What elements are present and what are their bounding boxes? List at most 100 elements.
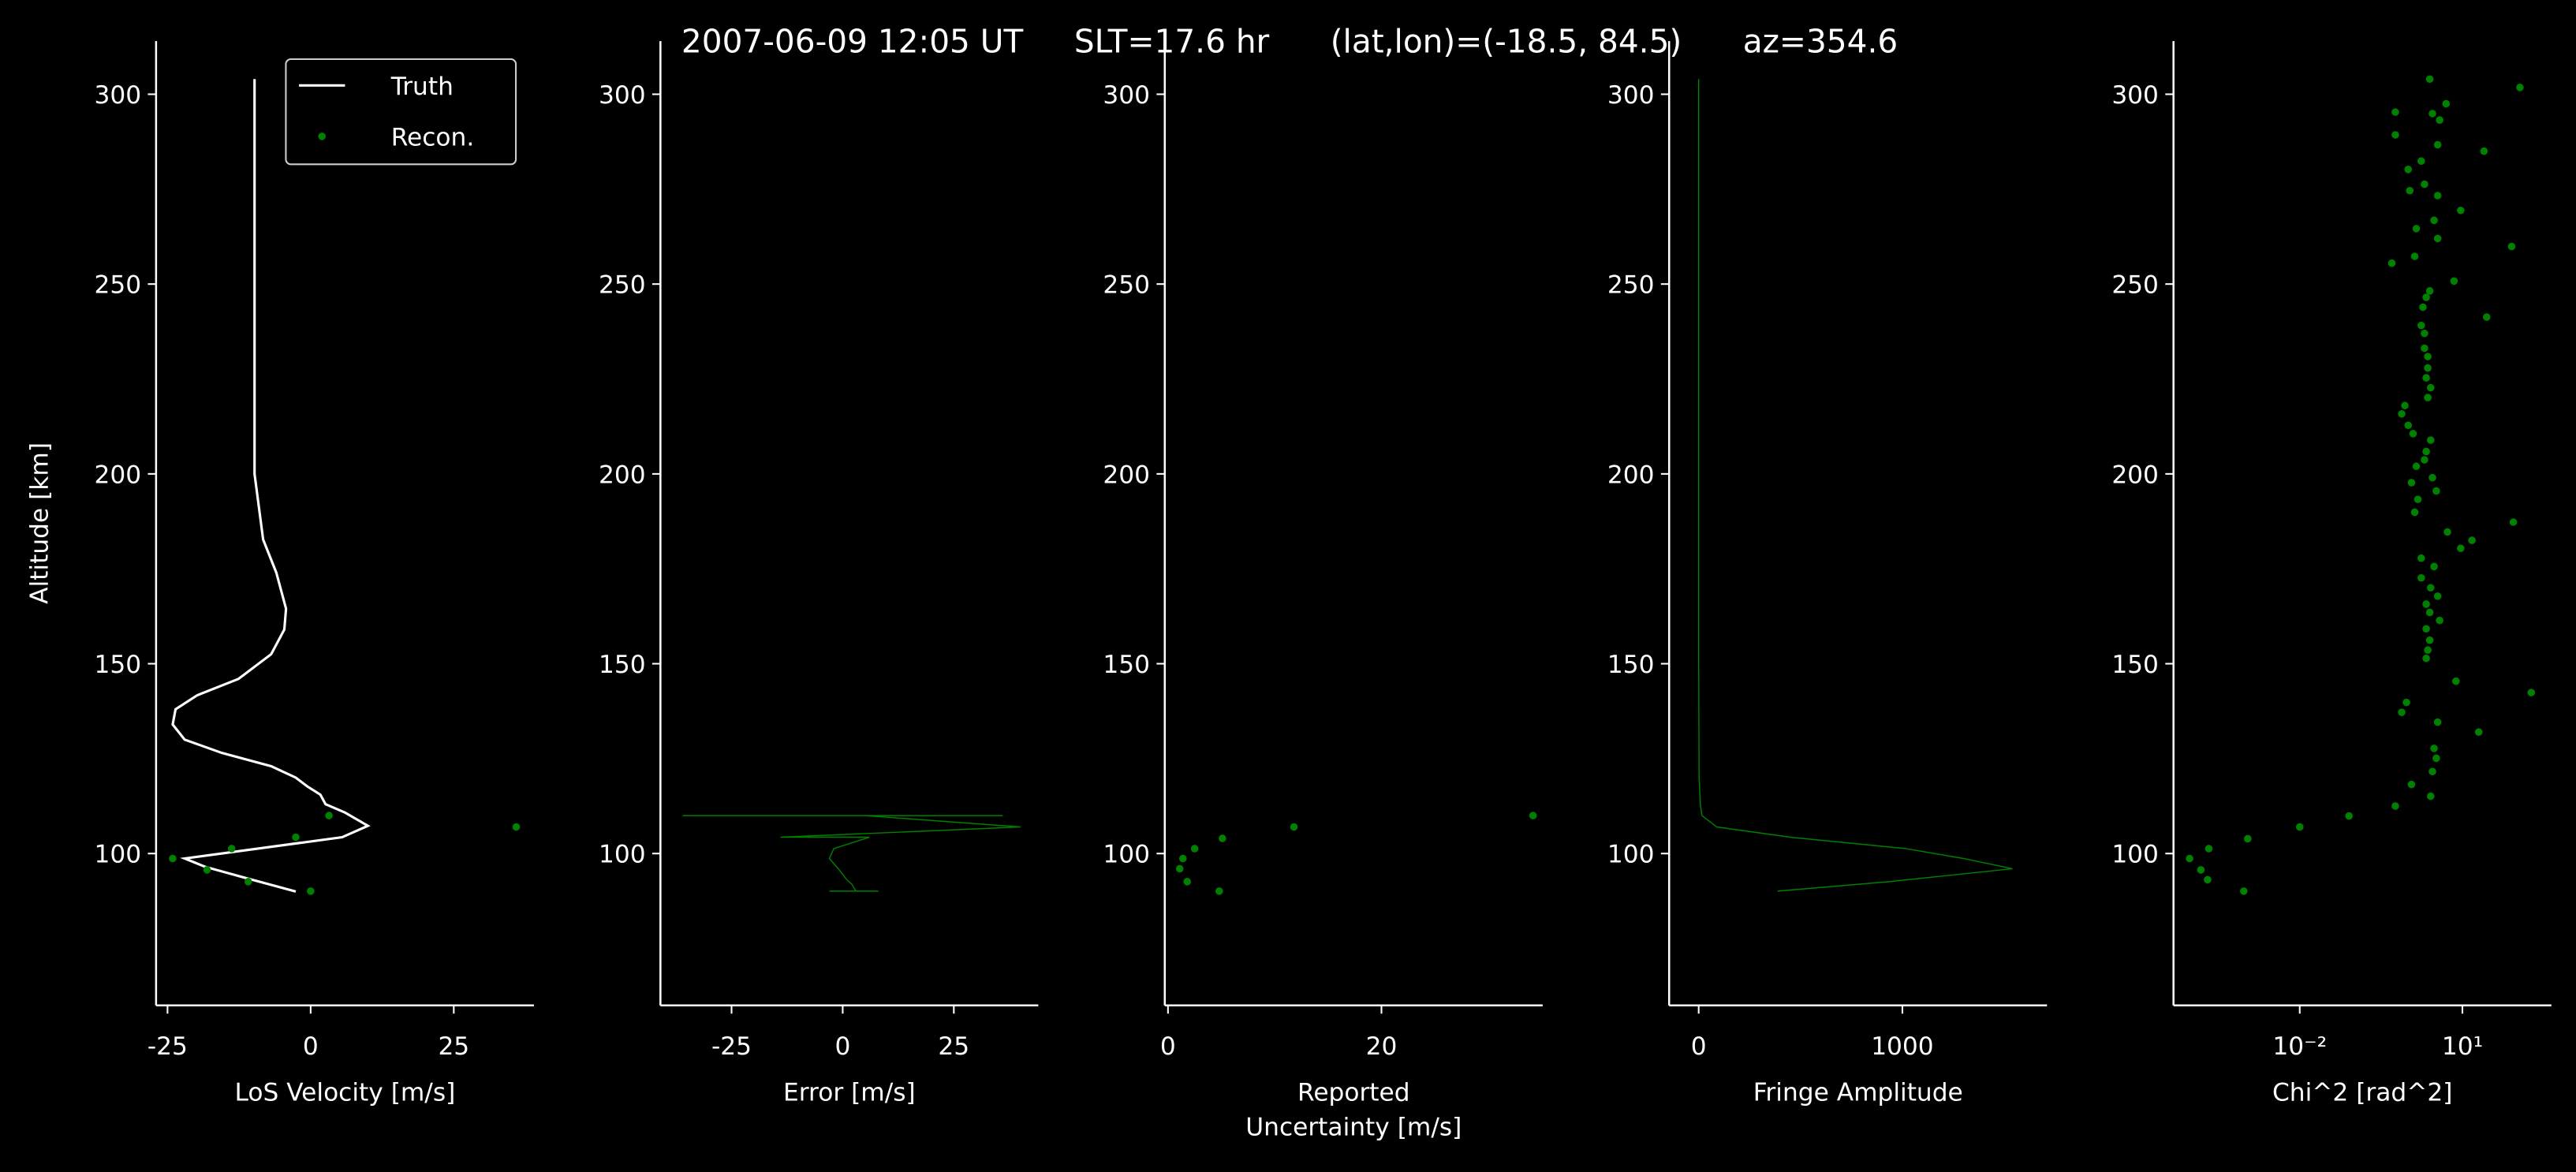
y-tick-label: 300 [1607, 81, 1655, 110]
point [2391, 108, 2399, 116]
point [2409, 430, 2417, 438]
x-axis-label: Error [m/s] [783, 1079, 916, 1107]
legend-label: Truth [390, 73, 454, 101]
y-tick-label: 200 [1103, 461, 1150, 489]
y-tick-label: 200 [95, 461, 142, 489]
point [2433, 140, 2442, 149]
point [2424, 394, 2432, 401]
point [512, 823, 521, 831]
y-tick-label: 100 [1607, 841, 1655, 869]
point [2422, 447, 2430, 456]
point [2398, 708, 2406, 716]
y-axis-label: Altitude [km] [25, 442, 54, 604]
point [2422, 293, 2430, 301]
point [2425, 636, 2434, 644]
point [2480, 147, 2488, 155]
point [1215, 887, 1223, 895]
point [2430, 562, 2438, 571]
point [2204, 875, 2212, 884]
point [2407, 780, 2416, 789]
point [2421, 329, 2429, 338]
point [2412, 225, 2421, 233]
point [2429, 473, 2436, 482]
point [2442, 99, 2451, 108]
x-tick-label: 25 [438, 1032, 469, 1061]
point [2426, 383, 2435, 392]
point [2433, 592, 2442, 600]
x-tick-label: 25 [938, 1032, 969, 1061]
point [2421, 180, 2429, 188]
point [2426, 584, 2435, 592]
point [2421, 344, 2429, 353]
y-tick-label: 100 [95, 841, 142, 869]
point [2412, 462, 2421, 471]
x-tick-label: 0 [1691, 1032, 1707, 1061]
point [1175, 864, 1184, 873]
point [2345, 812, 2353, 820]
point [2443, 528, 2451, 536]
point [2422, 655, 2430, 663]
x-tick-label: 1000 [1871, 1032, 1934, 1061]
point [2436, 616, 2443, 625]
point [2429, 767, 2436, 776]
y-tick-label: 150 [599, 651, 646, 679]
y-tick-label: 250 [95, 271, 142, 300]
line [682, 815, 1021, 892]
point [2436, 116, 2443, 125]
point [2410, 252, 2419, 260]
y-tick-label: 200 [1607, 461, 1655, 489]
y-tick-label: 150 [2111, 651, 2159, 679]
point [2527, 689, 2536, 696]
y-tick-label: 250 [1103, 271, 1150, 300]
point [1190, 845, 1199, 853]
point [2424, 364, 2432, 372]
point [2419, 303, 2427, 312]
point [2474, 728, 2483, 736]
point [2507, 242, 2516, 251]
x-axis-label: Fringe Amplitude [1753, 1079, 1963, 1107]
point [2402, 698, 2410, 707]
y-tick-label: 150 [1607, 651, 1655, 679]
point [292, 833, 300, 842]
y-tick-label: 200 [2111, 461, 2159, 489]
point [2450, 277, 2458, 286]
point [2244, 834, 2252, 843]
x-tick-label: -25 [711, 1032, 752, 1061]
point [2516, 84, 2524, 91]
point [2468, 536, 2476, 544]
y-tick-label: 300 [599, 81, 646, 110]
y-tick-label: 250 [599, 271, 646, 300]
point [2424, 646, 2432, 654]
x-axis-label: Reported [1297, 1079, 1410, 1107]
x-axis-label: Uncertainty [m/s] [1245, 1113, 1462, 1141]
line [171, 79, 371, 893]
y-tick-label: 300 [1103, 81, 1150, 110]
point [2417, 157, 2425, 166]
y-tick-label: 250 [2111, 271, 2159, 300]
x-tick-label: 10¹ [2442, 1032, 2483, 1061]
x-tick-label: 0 [303, 1032, 319, 1061]
point [2240, 887, 2248, 895]
point [2432, 754, 2440, 763]
y-tick-label: 300 [95, 81, 142, 110]
point [2482, 313, 2491, 321]
point [2197, 866, 2205, 874]
point [2426, 792, 2435, 801]
point [2295, 823, 2304, 831]
point [2417, 321, 2425, 330]
point [2432, 487, 2440, 495]
point [2426, 436, 2435, 444]
y-tick-label: 200 [599, 461, 646, 489]
x-tick-label: 0 [834, 1032, 850, 1061]
y-tick-label: 150 [95, 651, 142, 679]
point [2509, 518, 2518, 526]
point [2401, 401, 2409, 410]
x-tick-label: 20 [1366, 1032, 1398, 1061]
point [2407, 479, 2416, 487]
point [2433, 234, 2442, 243]
line [1697, 79, 2013, 892]
point [2430, 745, 2438, 752]
y-tick-label: 100 [2111, 841, 2159, 869]
y-tick-label: 300 [2111, 81, 2159, 110]
